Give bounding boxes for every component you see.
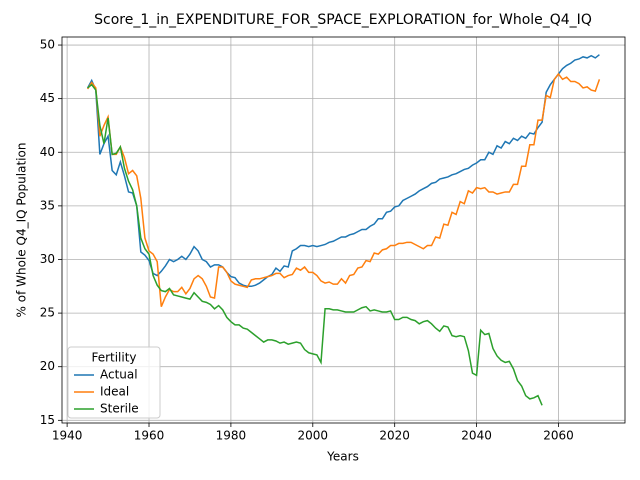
x-tick-label: 2020 <box>379 429 410 443</box>
y-tick-label: 30 <box>40 252 55 266</box>
chart-title: Score_1_in_EXPENDITURE_FOR_SPACE_EXPLORA… <box>94 12 592 28</box>
x-axis-label: Years <box>326 450 359 464</box>
y-tick-label: 40 <box>40 145 55 159</box>
y-axis-label: % of Whole Q4_IQ Population <box>15 143 29 318</box>
x-tick-label: 1980 <box>216 429 247 443</box>
x-tick-label: 1940 <box>52 429 83 443</box>
x-tick-label: 1960 <box>134 429 165 443</box>
y-tick-label: 50 <box>40 38 55 52</box>
legend-title: Fertility <box>91 351 136 365</box>
y-tick-label: 15 <box>40 413 55 427</box>
y-tick-label: 45 <box>40 91 55 105</box>
y-tick-label: 25 <box>40 306 55 320</box>
legend-label: Actual <box>100 368 138 382</box>
legend: Fertility Actual Ideal Sterile <box>67 346 161 419</box>
y-tick-label: 35 <box>40 198 55 212</box>
x-tick-label: 2060 <box>543 429 574 443</box>
line-series <box>86 72 601 307</box>
legend-label: Ideal <box>100 385 129 399</box>
legend-box <box>67 346 161 419</box>
line-series <box>87 83 543 406</box>
legend-label: Sterile <box>100 402 139 416</box>
plot-frame <box>61 36 626 424</box>
line-series <box>86 54 600 288</box>
x-tick-label: 2040 <box>461 429 492 443</box>
x-tick-label: 2000 <box>298 429 329 443</box>
y-tick-label: 20 <box>40 359 55 373</box>
